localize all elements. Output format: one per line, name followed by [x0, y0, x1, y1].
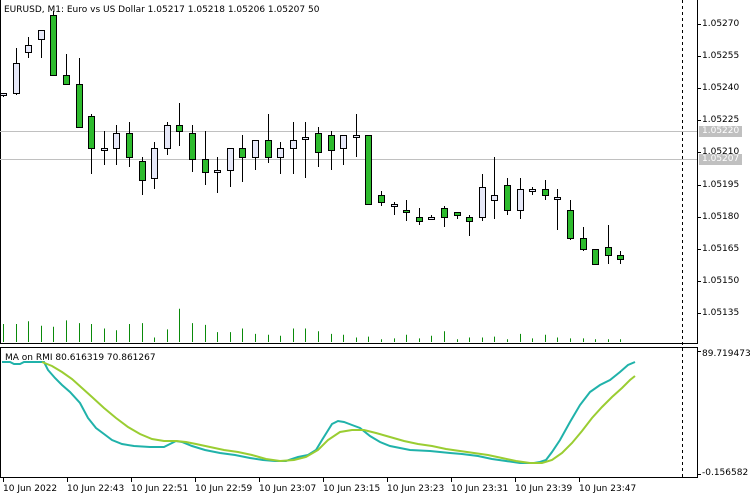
- time-axis-label: 10 Jun 23:23: [387, 484, 445, 494]
- time-axis-label: 10 Jun 23:15: [323, 484, 381, 494]
- candle[interactable]: [214, 157, 221, 193]
- candle[interactable]: [454, 212, 461, 219]
- price-axis-label: 1.05150: [702, 275, 740, 286]
- time-axis-label: 10 Jun 23:31: [451, 484, 509, 494]
- rmi-line: [2, 361, 636, 464]
- volume-bars: [3, 308, 621, 342]
- candle[interactable]: [580, 227, 587, 251]
- price-axis-label: 1.05270: [702, 19, 740, 29]
- price-axis-label: 1.05180: [702, 211, 740, 222]
- candle[interactable]: [50, 11, 57, 76]
- candle[interactable]: [164, 122, 171, 155]
- candle[interactable]: [265, 114, 272, 163]
- candle[interactable]: [554, 189, 561, 230]
- candle[interactable]: [63, 54, 70, 85]
- price-axis-label: 1.05165: [702, 243, 740, 254]
- candle[interactable]: [189, 125, 196, 172]
- candle[interactable]: [290, 122, 297, 174]
- candle[interactable]: [277, 142, 284, 174]
- bid-price-tag: 1.05207: [699, 153, 742, 165]
- candle[interactable]: [239, 135, 246, 182]
- candle[interactable]: [605, 225, 612, 264]
- indicator-axis-ticks: [697, 351, 701, 475]
- candle[interactable]: [101, 131, 108, 165]
- candle[interactable]: [391, 202, 398, 215]
- candle[interactable]: [504, 178, 511, 215]
- candle[interactable]: [617, 251, 624, 264]
- candle[interactable]: [340, 135, 347, 165]
- candle[interactable]: [302, 122, 309, 178]
- candle[interactable]: [378, 191, 385, 206]
- candle[interactable]: [202, 131, 209, 185]
- price-axis-label: 1.05135: [702, 307, 740, 318]
- price-axis-ticks: [697, 24, 701, 314]
- candle[interactable]: [176, 103, 183, 146]
- candle[interactable]: [88, 114, 95, 174]
- time-axis-label: 10 Jun 22:43: [67, 484, 125, 494]
- candle[interactable]: [567, 200, 574, 240]
- candle[interactable]: [416, 208, 423, 225]
- time-axis-ticks: [3, 478, 580, 482]
- time-axis-label: 10 Jun 23:07: [259, 484, 317, 494]
- candle[interactable]: [76, 58, 83, 128]
- candle[interactable]: [25, 37, 32, 58]
- candle[interactable]: [13, 48, 20, 95]
- candle[interactable]: [403, 200, 410, 221]
- price-axis-label: 1.05240: [702, 83, 740, 94]
- time-axis-label: 10 Jun 23:39: [515, 484, 573, 494]
- indicator-axis-min: -0.156582: [702, 468, 749, 478]
- candle[interactable]: [227, 148, 234, 187]
- candlestick-series[interactable]: [0, 11, 624, 265]
- candle[interactable]: [428, 215, 435, 220]
- candle[interactable]: [441, 206, 448, 227]
- candle[interactable]: [328, 131, 335, 170]
- candle[interactable]: [139, 157, 146, 195]
- candle[interactable]: [365, 135, 372, 205]
- candle[interactable]: [592, 249, 599, 265]
- candle[interactable]: [126, 122, 133, 167]
- time-axis-label: 10 Jun 2022: [3, 484, 58, 494]
- time-axis-label: 10 Jun 22:59: [195, 484, 253, 494]
- candle[interactable]: [491, 157, 498, 219]
- candle[interactable]: [0, 93, 7, 97]
- price-axis-label: 1.05210: [702, 147, 740, 158]
- candle[interactable]: [542, 180, 549, 200]
- ma-on-rmi-line: [41, 361, 636, 464]
- candle[interactable]: [529, 187, 536, 195]
- indicator-title: MA on RMI 80.616319 70.861267: [5, 353, 156, 363]
- chart-title: EURUSD, M1: Euro vs US Dollar 1.05217 1.…: [4, 5, 320, 15]
- candle[interactable]: [113, 125, 120, 165]
- candle[interactable]: [315, 127, 322, 167]
- candle[interactable]: [38, 30, 45, 58]
- candle[interactable]: [353, 114, 360, 157]
- candle[interactable]: [151, 142, 158, 189]
- candle[interactable]: [479, 174, 486, 221]
- candle[interactable]: [517, 178, 524, 219]
- price-axis-label: 1.05255: [702, 51, 740, 62]
- price-axis-label: 1.05225: [702, 115, 740, 126]
- candle[interactable]: [466, 215, 473, 236]
- price-axis-label: 1.05195: [702, 179, 740, 190]
- candle[interactable]: [252, 140, 259, 170]
- time-axis-label: 10 Jun 22:51: [131, 484, 189, 494]
- ask-price-tag: 1.05220: [699, 125, 742, 137]
- time-axis-label: 10 Jun 23:47: [579, 484, 637, 494]
- indicator-axis-max: 89.719473: [702, 349, 750, 359]
